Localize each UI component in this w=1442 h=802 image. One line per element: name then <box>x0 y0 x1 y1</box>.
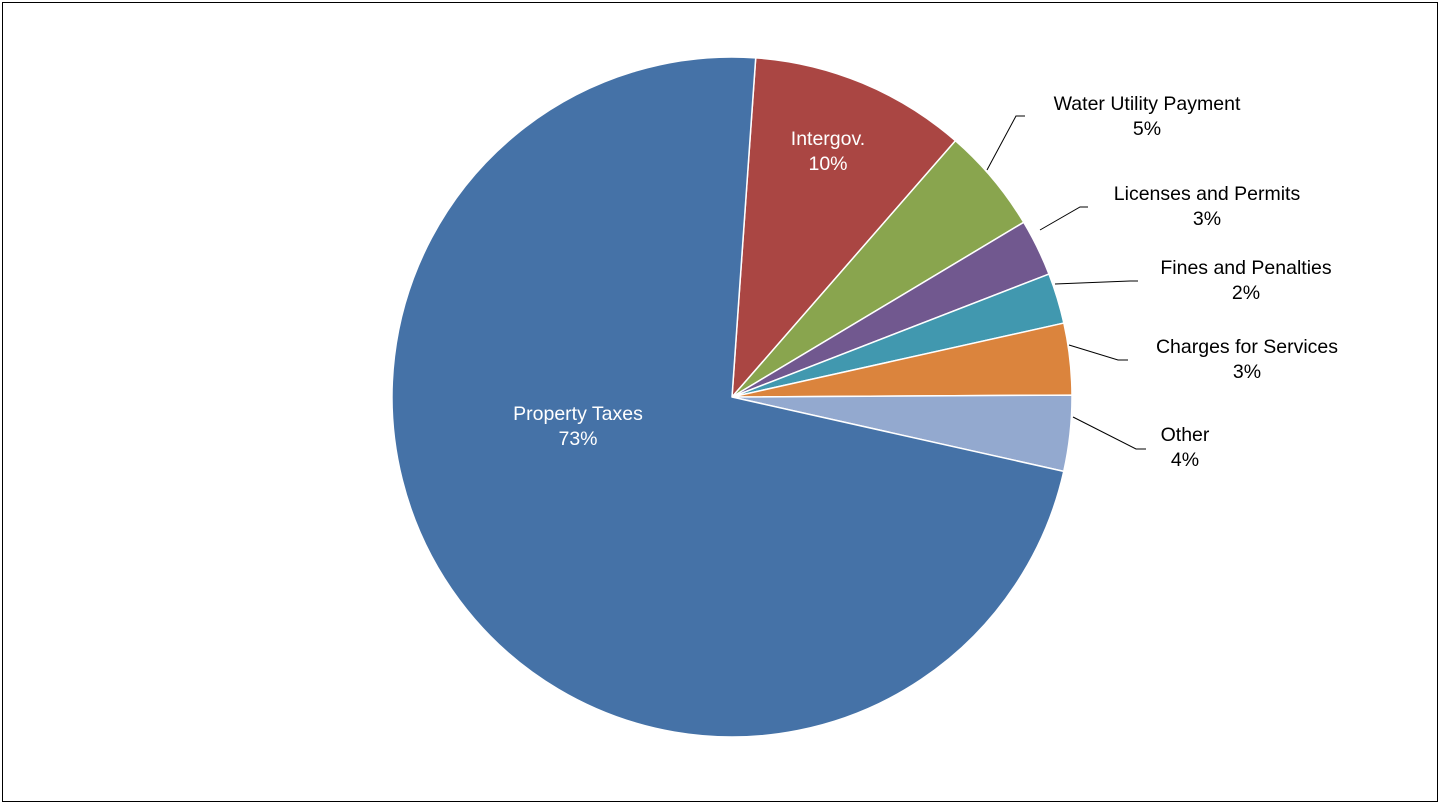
data-label-pct-other: 4% <box>1171 449 1199 471</box>
data-label-charges-for-services: Charges for Services <box>1156 336 1338 358</box>
pie-slice-property-taxes <box>391 56 1065 738</box>
data-label-water-utility-payment: Water Utility Payment <box>1054 93 1241 115</box>
data-labels: Intergov. 10% Water Utility Payment 5% Licen… <box>513 93 1338 471</box>
leader-line-licenses-and-permits <box>1039 206 1088 231</box>
leader-line-charges-for-services <box>1068 344 1128 361</box>
leader-line-other <box>1072 416 1146 450</box>
pie-slices <box>391 56 1073 738</box>
pie-slice-intergov <box>731 57 957 398</box>
leader-line-fines-and-penalties <box>1054 280 1138 285</box>
leader-line-water-utility-payment <box>986 115 1025 171</box>
data-label-pct-charges-for-services: 3% <box>1233 361 1261 383</box>
data-label-licenses-and-permits: Licenses and Permits <box>1114 183 1301 205</box>
data-label-pct-property-taxes: 73% <box>558 428 597 450</box>
data-label-pct-water-utility-payment: 5% <box>1133 118 1161 140</box>
data-label-fines-and-penalties: Fines and Penalties <box>1160 257 1332 279</box>
data-label-pct-intergov: 10% <box>808 153 847 175</box>
leader-lines <box>986 115 1146 450</box>
data-label-property-taxes: Property Taxes <box>513 403 643 425</box>
data-label-other: Other <box>1161 424 1210 446</box>
data-label-pct-fines-and-penalties: 2% <box>1232 282 1260 304</box>
data-label-pct-licenses-and-permits: 3% <box>1193 208 1221 230</box>
data-label-intergov: Intergov. <box>791 128 865 150</box>
pie-chart: Intergov. 10% Water Utility Payment 5% Licen… <box>391 56 1338 738</box>
